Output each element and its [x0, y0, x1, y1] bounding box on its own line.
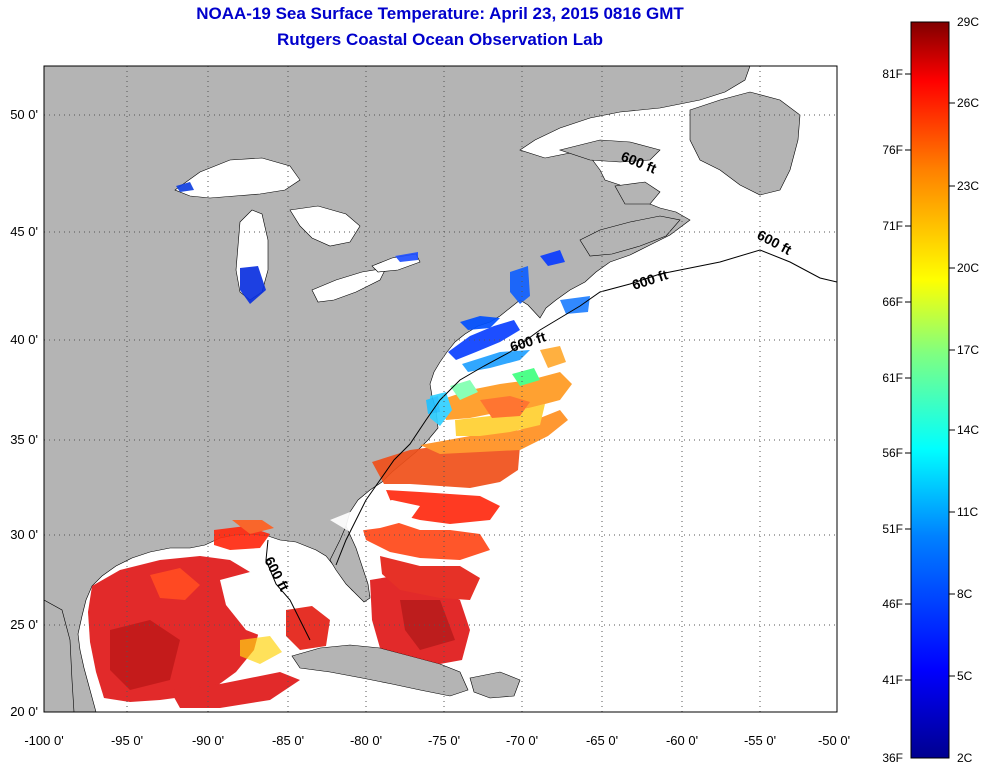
lon-label: -90 0': [192, 733, 224, 748]
lon-label: -70 0': [506, 733, 538, 748]
colorbar-f-label: 56F: [882, 446, 903, 460]
latitude-labels: 20 0' 25 0' 30 0' 35 0' 40 0' 45 0' 50 0…: [10, 107, 38, 719]
land-north-america: [44, 66, 751, 712]
sst-data-layer: [88, 182, 590, 708]
lon-label: -55 0': [744, 733, 776, 748]
map-panel: [44, 66, 837, 712]
colorbar-c-label: 8C: [957, 587, 973, 601]
lat-label: 30 0': [10, 527, 38, 542]
map-subtitle: Rutgers Coastal Ocean Observation Lab: [277, 30, 603, 49]
lon-label: -50 0': [818, 733, 850, 748]
colorbar-f-label: 71F: [882, 219, 903, 233]
colorbar-f-label: 51F: [882, 522, 903, 536]
lon-label: -65 0': [586, 733, 618, 748]
colorbar-c-label: 2C: [957, 751, 973, 765]
lon-label: -80 0': [350, 733, 382, 748]
lat-label: 50 0': [10, 107, 38, 122]
lon-label: -85 0': [272, 733, 304, 748]
lat-label: 35 0': [10, 432, 38, 447]
lat-label: 20 0': [10, 704, 38, 719]
colorbar-c-label: 11C: [957, 505, 978, 519]
colorbar-f-label: 66F: [882, 295, 903, 309]
colorbar-ramp: [910, 21, 950, 759]
colorbar-f-label: 61F: [882, 371, 903, 385]
colorbar-c-label: 26C: [957, 96, 979, 110]
map-title: NOAA-19 Sea Surface Temperature: April 2…: [196, 4, 684, 23]
colorbar-c-label: 23C: [957, 179, 979, 193]
colorbar-f-label: 36F: [882, 751, 903, 765]
lat-label: 25 0': [10, 617, 38, 632]
colorbar-c-label: 14C: [957, 423, 979, 437]
colorbar-c-label: 29C: [957, 15, 979, 29]
colorbar-f-label: 46F: [882, 597, 903, 611]
great-lakes: [174, 157, 301, 199]
lon-label: -75 0': [428, 733, 460, 748]
colorbar-f-label: 81F: [882, 67, 903, 81]
lon-label: -60 0': [666, 733, 698, 748]
colorbar-f-label: 76F: [882, 143, 903, 157]
map-frame: [43, 65, 838, 713]
isobath-600ft: [265, 249, 837, 641]
colorbar-c-label: 17C: [957, 343, 979, 357]
graticule: [44, 66, 837, 712]
colorbar: 81F 76F 71F 66F 61F 56F 51F 46F 41F 36F …: [882, 15, 979, 765]
longitude-labels: -100 0' -95 0' -90 0' -85 0' -80 0' -75 …: [24, 733, 850, 748]
lon-label: -100 0': [24, 733, 63, 748]
land-cuba: [291, 644, 469, 697]
colorbar-c-label: 5C: [957, 669, 973, 683]
colorbar-c-label: 20C: [957, 261, 979, 275]
colorbar-f-label: 41F: [882, 673, 903, 687]
lat-label: 45 0': [10, 224, 38, 239]
lon-label: -95 0': [111, 733, 143, 748]
lat-label: 40 0': [10, 332, 38, 347]
